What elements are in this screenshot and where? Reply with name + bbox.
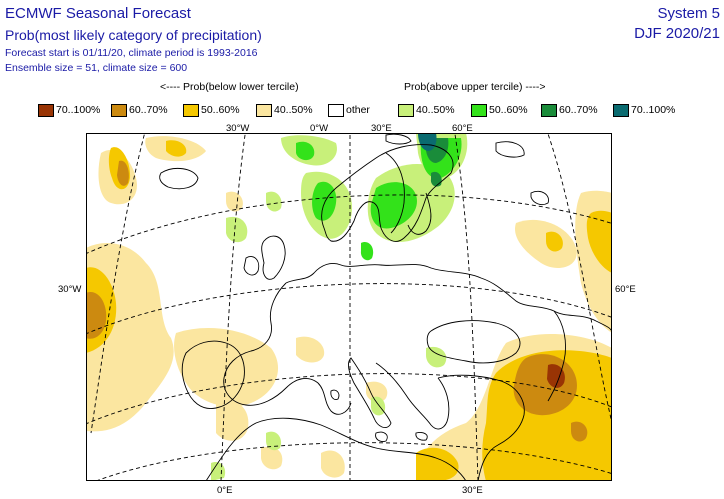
- ensemble-size-text: Ensemble size = 51, climate size = 600: [5, 62, 188, 74]
- legend-label: 50..60%: [489, 104, 528, 116]
- region-above-70-100: [418, 133, 437, 151]
- legend-swatch: [541, 103, 557, 117]
- legend-swatch: [38, 103, 54, 117]
- season-label: DJF 2020/21: [634, 25, 720, 42]
- legend-item: 60..70%: [111, 102, 168, 118]
- map-title: ECMWF Seasonal Forecast: [5, 5, 191, 22]
- legend-label: 50..60%: [201, 104, 240, 116]
- label-top-0w: 0°W: [310, 123, 329, 134]
- legend-swatch: [111, 103, 127, 117]
- label-top-30e: 30°E: [371, 123, 392, 134]
- label-top-30w: 30°W: [226, 123, 250, 134]
- precipitation-map: [86, 133, 612, 481]
- legend-item: 40..50%: [256, 102, 313, 118]
- legend-swatch: [471, 103, 487, 117]
- system-label: System 5: [657, 5, 720, 22]
- legend-item: 60..70%: [541, 102, 598, 118]
- legend-label: 60..70%: [559, 104, 598, 116]
- label-bottom-30e: 30°E: [462, 485, 483, 496]
- legend-label: 70..100%: [631, 104, 676, 116]
- legend-item: other: [328, 102, 370, 118]
- legend-item: 50..60%: [183, 102, 240, 118]
- legend-label: 40..50%: [274, 104, 313, 116]
- legend-label: 60..70%: [129, 104, 168, 116]
- label-top-60e: 60°E: [452, 123, 473, 134]
- legend: 70..100% 60..70% 50..60% 40..50% other 40..50…: [0, 102, 724, 118]
- legend-label: other: [346, 104, 370, 116]
- legend-item: 50..60%: [471, 102, 528, 118]
- legend-swatch: [613, 103, 629, 117]
- legend-item: 40..50%: [398, 102, 455, 118]
- legend-item: 70..100%: [38, 102, 100, 118]
- graticule: [86, 133, 612, 481]
- legend-item: 70..100%: [613, 102, 675, 118]
- label-bottom-0e: 0°E: [217, 485, 233, 496]
- legend-label: 70..100%: [56, 104, 101, 116]
- forecast-start-text: Forecast start is 01/11/20, climate peri…: [5, 47, 258, 59]
- legend-swatch: [328, 103, 344, 117]
- legend-below-header: <---- Prob(below lower tercile): [160, 81, 299, 93]
- legend-swatch: [183, 103, 199, 117]
- legend-swatch: [398, 103, 414, 117]
- label-left-30w: 30°W: [58, 284, 82, 295]
- label-right-60e: 60°E: [615, 284, 636, 295]
- legend-label: 40..50%: [416, 104, 455, 116]
- legend-swatch: [256, 103, 272, 117]
- legend-above-header: Prob(above upper tercile) ---->: [404, 81, 546, 93]
- coastlines: [159, 133, 612, 481]
- map-subtitle: Prob(most likely category of precipitati…: [5, 27, 262, 43]
- region-below-70-100: [547, 364, 565, 388]
